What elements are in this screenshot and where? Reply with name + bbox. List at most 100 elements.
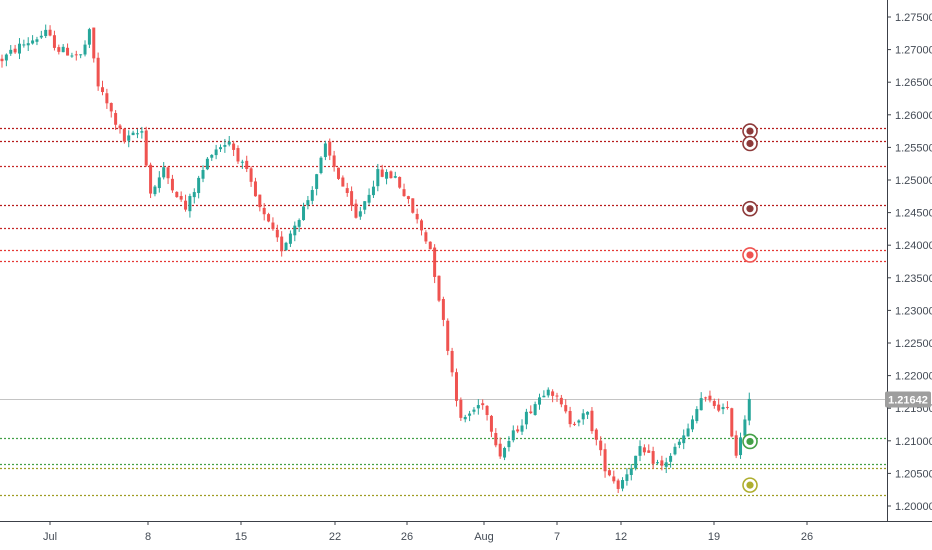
candle-body: [175, 191, 179, 198]
candle-body: [638, 446, 642, 456]
candle: [205, 156, 209, 171]
candle: [144, 126, 148, 167]
candle: [568, 406, 572, 428]
candle: [472, 407, 476, 415]
candle-body: [682, 435, 686, 444]
candle: [389, 170, 393, 179]
candle-body: [690, 419, 694, 430]
candle-body: [717, 404, 721, 411]
candle-body: [507, 441, 511, 448]
candle: [74, 50, 78, 61]
price-tick-label: 1.24500: [895, 208, 932, 220]
candle: [717, 398, 721, 413]
candle: [468, 410, 472, 422]
candle-body: [516, 429, 520, 432]
candle-body: [393, 176, 397, 178]
candle-body: [0, 58, 4, 62]
candle: [494, 428, 498, 448]
candle-body: [306, 200, 310, 206]
candle: [358, 206, 362, 220]
candle: [140, 126, 144, 139]
price-tick-label: 1.20000: [895, 501, 932, 513]
candle: [743, 415, 747, 439]
candle-body: [542, 395, 546, 398]
level-marker-dot: [746, 139, 754, 148]
candle: [157, 171, 161, 193]
candle: [184, 194, 188, 212]
candle: [463, 414, 467, 423]
candle-body: [450, 350, 454, 373]
candle-body: [166, 167, 170, 179]
candle: [590, 407, 594, 434]
candle: [232, 140, 236, 157]
candle: [402, 183, 406, 197]
candle-body: [131, 132, 135, 136]
candle-body: [31, 40, 35, 44]
candle-body: [201, 169, 205, 179]
candle-body: [66, 47, 70, 56]
candle: [288, 230, 292, 248]
candle-body: [140, 131, 144, 133]
candle: [656, 459, 659, 465]
candle: [22, 39, 26, 48]
candle: [642, 444, 646, 456]
candle: [87, 27, 91, 49]
price-tick-label: 1.24000: [895, 240, 932, 252]
candle: [341, 175, 345, 187]
candle: [437, 275, 441, 303]
candle: [511, 425, 515, 443]
candle-body: [538, 397, 542, 405]
candle-body: [520, 425, 524, 432]
candle-body: [253, 181, 257, 197]
axes: [0, 0, 932, 522]
candle: [118, 123, 122, 134]
candle-body: [389, 171, 393, 179]
candle: [57, 44, 61, 55]
candle: [179, 191, 183, 202]
candle: [586, 411, 590, 420]
candle: [127, 130, 131, 148]
candle: [101, 80, 105, 96]
candle: [647, 444, 651, 453]
candle: [153, 184, 157, 197]
candle-body: [555, 395, 559, 397]
candle: [4, 53, 8, 67]
candle: [730, 407, 734, 438]
candle-body: [603, 449, 607, 472]
time-tick-label: 22: [329, 531, 341, 543]
candle-body: [245, 160, 249, 169]
candle: [105, 88, 109, 109]
candle-body: [144, 130, 148, 166]
candle: [280, 231, 284, 257]
candle: [319, 156, 323, 175]
candle-body: [385, 171, 389, 179]
time-tick-label: 26: [801, 531, 813, 543]
candle: [459, 397, 463, 421]
candle: [695, 406, 699, 424]
candle: [638, 440, 642, 462]
candle: [520, 419, 524, 435]
candle-body: [205, 158, 209, 170]
candle: [170, 174, 174, 193]
candle-body: [284, 242, 288, 251]
candle-body: [498, 443, 502, 457]
candle: [175, 191, 179, 198]
candle-body: [297, 220, 301, 227]
candle: [446, 318, 450, 356]
candle-body: [629, 468, 633, 475]
candle: [385, 169, 389, 185]
candle: [454, 368, 458, 407]
time-tick-label: 8: [145, 531, 151, 543]
candle-body: [367, 194, 371, 203]
candle-body: [302, 206, 306, 221]
candle: [166, 166, 170, 185]
candle-body: [642, 447, 646, 453]
candle-body: [70, 55, 74, 57]
candle: [634, 455, 638, 471]
candle: [297, 218, 301, 232]
candle: [629, 463, 633, 481]
candle-body: [446, 320, 450, 351]
candle: [350, 186, 354, 212]
candle: [690, 415, 694, 433]
